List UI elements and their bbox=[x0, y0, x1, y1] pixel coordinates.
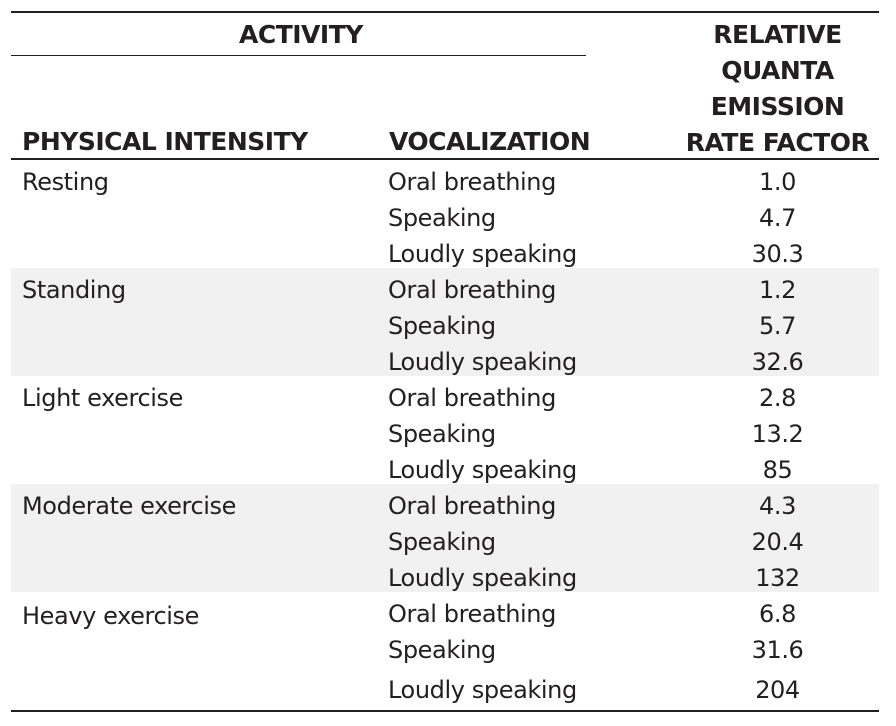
table-row-group: Heavy exercise Oral breathing 6.8 Speaki… bbox=[11, 592, 879, 710]
vocalization-cell: Loudly speaking bbox=[388, 564, 577, 592]
vocalization-cell: Speaking bbox=[388, 312, 496, 340]
rate-factor-cell: 85 bbox=[762, 456, 793, 484]
activity-header-rule bbox=[11, 55, 586, 56]
physical-intensity-cell: Resting bbox=[22, 168, 109, 196]
physical-intensity-cell: Light exercise bbox=[22, 384, 183, 412]
rate-factor-cell: 30.3 bbox=[751, 240, 804, 268]
vocalization-cell: Loudly speaking bbox=[388, 456, 577, 484]
vocalization-cell: Loudly speaking bbox=[388, 676, 577, 704]
header-physical-intensity: PHYSICAL INTENSITY bbox=[22, 127, 308, 156]
table-top-rule bbox=[11, 11, 879, 13]
rate-factor-cell: 31.6 bbox=[751, 636, 804, 664]
rate-factor-cell: 4.7 bbox=[759, 204, 796, 232]
rate-factor-cell: 1.0 bbox=[759, 168, 796, 196]
vocalization-cell: Oral breathing bbox=[388, 168, 556, 196]
header-vocalization: VOCALIZATION bbox=[389, 127, 591, 156]
vocalization-cell: Speaking bbox=[388, 528, 496, 556]
emission-rate-table: ACTIVITY PHYSICAL INTENSITY VOCALIZATION… bbox=[11, 11, 879, 712]
vocalization-cell: Oral breathing bbox=[388, 492, 556, 520]
header-rate-factor: RELATIVE QUANTA EMISSION RATE FACTOR bbox=[685, 20, 870, 157]
vocalization-cell: Loudly speaking bbox=[388, 240, 577, 268]
rate-factor-cell: 5.7 bbox=[759, 312, 796, 340]
rate-factor-cell: 13.2 bbox=[751, 420, 804, 448]
table-row-group: Resting Oral breathing 1.0 Speaking 4.7 … bbox=[11, 160, 879, 268]
table-row-group: Light exercise Oral breathing 2.8 Speaki… bbox=[11, 376, 879, 484]
table-row-group: Moderate exercise Oral breathing 4.3 Spe… bbox=[11, 484, 879, 592]
table-bottom-rule bbox=[11, 710, 879, 712]
rate-factor-cell: 2.8 bbox=[759, 384, 796, 412]
rate-factor-cell: 20.4 bbox=[751, 528, 804, 556]
vocalization-cell: Loudly speaking bbox=[388, 348, 577, 376]
rate-factor-cell: 32.6 bbox=[751, 348, 804, 376]
physical-intensity-cell: Heavy exercise bbox=[22, 602, 200, 630]
physical-intensity-cell: Moderate exercise bbox=[22, 492, 237, 520]
header-bottom-rule bbox=[11, 158, 879, 160]
physical-intensity-cell: Standing bbox=[22, 276, 126, 304]
table-row-group: Standing Oral breathing 1.2 Speaking 5.7… bbox=[11, 268, 879, 376]
rate-factor-cell: 204 bbox=[755, 676, 800, 704]
rate-factor-cell: 4.3 bbox=[759, 492, 796, 520]
vocalization-cell: Speaking bbox=[388, 636, 496, 664]
rate-factor-cell: 1.2 bbox=[759, 276, 796, 304]
vocalization-cell: Oral breathing bbox=[388, 384, 556, 412]
vocalization-cell: Speaking bbox=[388, 420, 496, 448]
vocalization-cell: Speaking bbox=[388, 204, 496, 232]
vocalization-cell: Oral breathing bbox=[388, 600, 556, 628]
rate-factor-cell: 132 bbox=[755, 564, 800, 592]
rate-factor-cell: 6.8 bbox=[759, 600, 796, 628]
vocalization-cell: Oral breathing bbox=[388, 276, 556, 304]
header-activity: ACTIVITY bbox=[239, 20, 363, 49]
